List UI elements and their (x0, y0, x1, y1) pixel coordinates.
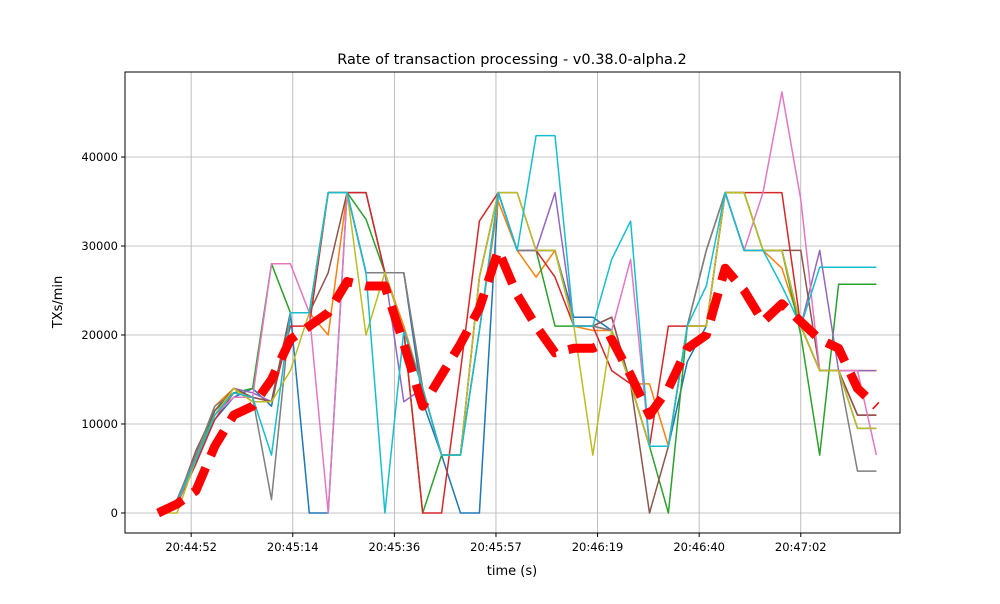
plot-frame (124, 71, 901, 534)
x-axis-label: time (s) (487, 564, 537, 579)
series-layer (157, 91, 878, 514)
x-tick-label: 20:46:19 (572, 540, 624, 554)
x-tick-label: 20:45:14 (267, 540, 319, 554)
y-axis-label: TXs/min (51, 276, 66, 330)
x-tick-label: 20:45:36 (369, 540, 421, 554)
series-line-10 (157, 134, 877, 514)
series-line-8 (157, 191, 877, 514)
chart-title: Rate of transaction processing - v0.38.0… (337, 52, 687, 68)
mean-line (156, 245, 880, 518)
x-tick-label: 20:47:02 (775, 540, 827, 554)
x-tick-label: 20:45:57 (470, 540, 522, 554)
x-tick-label: 20:44:52 (165, 540, 217, 554)
x-tick-label: 20:46:40 (673, 540, 725, 554)
y-axis-ticks: 0 10000 20000 30000 40000 (81, 150, 125, 520)
x-axis-ticks: 20:44:52 20:45:14 20:45:36 20:45:57 20:46:19… (165, 533, 827, 554)
series-line-9 (158, 191, 877, 514)
y-tick-label: 10000 (81, 417, 118, 431)
y-tick-label: 30000 (81, 239, 118, 253)
mean-layer (156, 245, 880, 518)
y-tick-label: 0 (111, 506, 118, 520)
y-tick-label: 20000 (81, 328, 118, 342)
y-tick-label: 40000 (81, 150, 118, 164)
